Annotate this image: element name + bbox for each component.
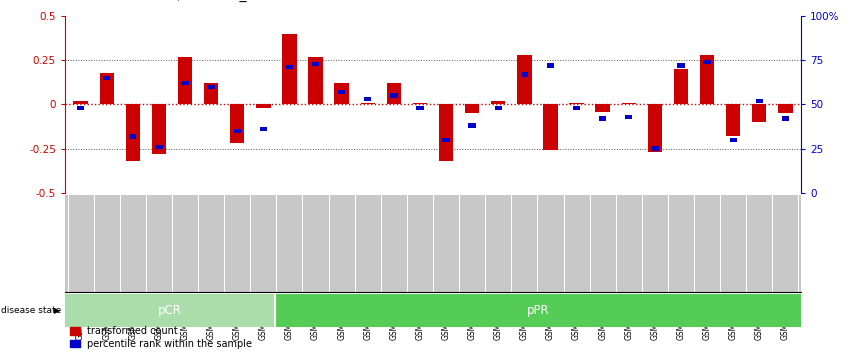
Bar [443,138,449,142]
Bar [596,104,610,112]
Bar [360,103,375,104]
Bar [779,104,792,113]
Legend: transformed count, percentile rank within the sample: transformed count, percentile rank withi… [70,326,252,349]
Bar [494,106,502,110]
Bar [756,99,763,103]
Bar [308,57,323,104]
Bar [599,116,606,121]
Bar [469,124,475,128]
Bar [282,34,297,104]
Bar [256,104,270,108]
Bar [100,73,114,104]
Bar [204,83,218,104]
Bar [417,106,423,110]
Bar [103,76,110,80]
Bar [703,60,711,64]
Bar [129,134,137,138]
Bar [126,104,140,161]
Bar [334,83,349,104]
Bar [465,104,480,113]
Bar [625,115,632,119]
Bar [155,145,163,149]
Bar [364,97,372,101]
Text: pPR: pPR [527,304,549,317]
Bar [260,127,267,131]
Bar [726,104,740,136]
Bar [386,83,401,104]
Bar [286,65,293,69]
Bar [234,129,241,133]
Bar [439,104,453,161]
Bar [230,104,244,143]
Bar [648,104,662,152]
Bar [391,93,397,98]
Text: GDS3721 / 241267_at: GDS3721 / 241267_at [108,0,261,2]
Bar [65,294,275,327]
Text: disease state: disease state [1,306,61,315]
Bar [491,101,506,104]
Bar [677,63,685,68]
Bar [752,104,766,122]
Bar [651,147,658,151]
Bar [312,62,320,66]
Bar [413,103,427,104]
Text: ▶: ▶ [54,306,61,315]
Text: pCR: pCR [158,304,182,317]
Bar [517,55,532,104]
Bar [700,55,714,104]
Bar [275,294,801,327]
Bar [543,104,558,150]
Bar [74,101,87,104]
Bar [208,85,215,89]
Bar [520,72,528,76]
Bar [546,63,554,68]
Bar [152,104,166,154]
Bar [573,106,580,110]
Bar [178,57,192,104]
Bar [77,106,84,110]
Bar [674,69,688,104]
Bar [782,116,789,121]
Bar [569,103,584,104]
Bar [729,138,737,142]
Bar [181,81,189,85]
Bar [622,103,636,104]
Bar [338,90,346,94]
